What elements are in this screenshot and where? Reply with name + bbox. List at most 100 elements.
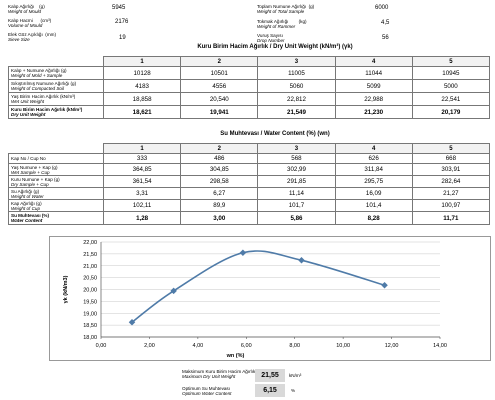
y-tick-label: 19,00 [83,311,97,317]
unit-weight-title: Kuru Birim Hacim Ağırlık / Dry Unit Weig… [197,44,353,50]
row-label: Kap Ağırlığı (g) Weight of Cup [8,199,104,212]
table-cell: 10945 [411,66,491,80]
y-tick-label: 19,50 [83,299,97,305]
table-cell: 302,99 [257,163,336,176]
table-cell: 101,4 [334,199,413,212]
sieve-size-label: Elek Göz Açıklığı (mm) Sieve Size [8,32,57,42]
table-cell: 21,549 [257,105,336,119]
total-sample-value: 6000 [375,5,389,11]
x-tick-label: 12,00 [385,343,399,349]
sieve-size-value: 19 [119,35,126,41]
column-header: 5 [411,56,491,67]
compaction-chart-frame [49,236,491,361]
table-cell: 21,230 [334,105,413,119]
table-cell: 5000 [411,79,491,93]
y-tick-label: 22,00 [83,240,97,246]
unit-weight-table: 1 2 3 4 5 Kalıp + Numune Ağırlığı (g) Wei… [8,56,491,119]
table-cell: 5060 [257,79,336,93]
mould-volume-value: 2176 [115,19,129,25]
row-label: Sıkıştırılmış Numune Ağırlığı (g) Weight … [8,79,104,93]
table-cell: 5099 [334,79,413,93]
x-tick-label: 0,00 [96,343,107,349]
optimum-water-content-label: Optimum Su Muhtevası Optimum Water Conte… [182,386,232,396]
data-point [128,318,136,326]
table-row: Kalıp + Numune Ağırlığı (g) Weight of Mol… [8,66,491,80]
table-cell: 19,941 [180,105,259,119]
water-content-table: 1 2 3 4 5 Kap No / Cup No 333 486 568 62… [8,143,491,225]
x-tick-label: 6,00 [241,343,252,349]
table-cell: 311,84 [334,163,413,176]
table-cell: 361,54 [102,175,182,188]
table-cell: 11005 [257,66,336,80]
table-cell: 4183 [102,79,182,93]
column-header: 2 [180,56,259,67]
row-label: Su Muhtevası (%) Water Content [8,211,104,225]
optimum-water-content-unit: % [291,388,296,393]
y-tick-label: 20,50 [83,276,97,282]
table-cell: 304,85 [180,163,259,176]
rammer-weight-value: 4,5 [381,20,390,26]
table-cell: 1,28 [102,211,182,225]
optimum-water-content-value: 6,15 [255,384,285,397]
y-tick-label: 18,00 [83,335,97,341]
table-cell: 18,858 [102,92,182,106]
table-cell: 8,28 [334,211,413,225]
x-tick-label: 8,00 [289,343,300,349]
table-cell: 22,541 [411,92,491,106]
y-tick-label: 21,50 [83,252,97,258]
table-cell: 295,75 [334,175,413,188]
table-cell: 101,7 [257,199,336,212]
table-cell: 626 [334,153,413,164]
column-header: 4 [334,143,413,154]
row-label: Su Ağırlığı (g) Weight of Water [8,187,104,200]
compaction-chart: 18,00 18,50 19,00 19,50 20,00 20,50 21,00 21,50… [63,240,447,359]
y-axis-label: γk (kN/m3) [63,275,69,303]
column-header: 4 [334,56,413,67]
data-point [381,281,388,289]
table-row: Su Ağırlığı (g) Weight of Water 3,31 6,27… [8,187,491,200]
column-header: 3 [257,143,336,154]
y-tick-label: 20,00 [83,288,97,294]
x-tick-label: 10,00 [336,343,350,349]
table-row: Kap Ağırlığı (g) Weight of Cup 102,11 89,… [8,199,491,212]
table-cell: 3,00 [180,211,259,225]
max-dry-unit-weight-unit: kN/m³ [289,373,302,378]
unit-weight-header-row: 1 2 3 4 5 [8,56,491,67]
max-dry-unit-weight-label: Maksimum Kuru Birim Hacim Ağırlık Maximu… [182,369,256,379]
table-cell: 11,71 [411,211,491,225]
max-dry-unit-weight-value: 21,55 [255,369,285,382]
row-label: Yaş Birim Hacim Ağırlık (kN/m³) Wet Unit … [8,92,104,106]
row-label: Kap No / Cup No [8,153,104,164]
data-point [298,257,305,264]
table-cell: 11044 [334,66,413,80]
table-cell: 298,58 [180,175,259,188]
data-point [239,249,247,256]
table-cell: 6,27 [180,187,259,200]
table-cell: 10128 [102,66,182,80]
table-cell: 16,09 [334,187,413,200]
table-cell: 303,91 [411,163,491,176]
header-blank [8,56,104,67]
row-label: Yaş Numune + Kap (g) Wet Sample + Cup [8,163,104,176]
table-row-total: Su Muhtevası (%) Water Content 1,28 3,00 … [8,211,491,225]
water-content-title: Su Muhtevası / Water Content (%) (wn) [220,131,330,137]
table-row: Yaş Birim Hacim Ağırlık (kN/m³) Wet Unit … [8,92,491,106]
table-cell: 5,86 [257,211,336,225]
column-header: 2 [180,143,259,154]
x-tick-label: 14,00 [433,343,447,349]
table-cell: 11,14 [257,187,336,200]
mould-volume-label: Kalıp Hacmi (cm³) Volume of Mould [8,18,52,28]
table-row: Yaş Numune + Kap (g) Wet Sample + Cup 364… [8,163,491,176]
table-cell: 100,97 [411,199,491,212]
table-cell: 291,85 [257,175,336,188]
drop-number-value: 56 [382,35,389,41]
column-header: 3 [257,56,336,67]
table-cell: 4556 [180,79,259,93]
table-cell: 22,988 [334,92,413,106]
table-cell: 20,179 [411,105,491,119]
row-label: Kalıp + Numune Ağırlığı (g) Weight of Mol… [8,66,104,80]
column-header: 1 [102,143,182,154]
table-cell: 568 [257,153,336,164]
table-cell: 10501 [180,66,259,80]
series-line [131,250,385,323]
